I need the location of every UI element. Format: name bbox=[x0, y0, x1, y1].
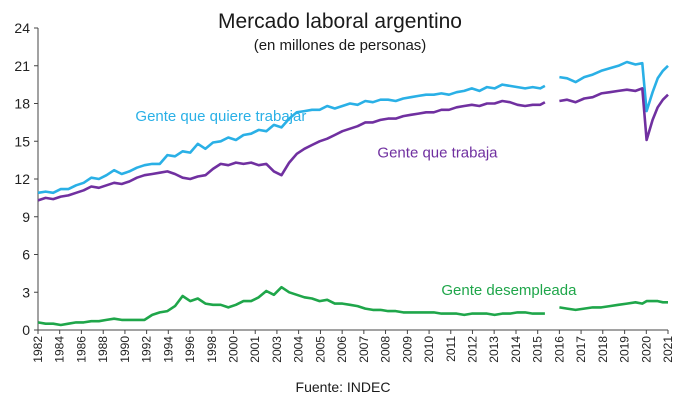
series-line bbox=[559, 87, 669, 142]
series-labels: Gente que quiere trabajar Gente que traba… bbox=[135, 108, 577, 299]
x-tick-label: 2011 bbox=[444, 336, 458, 362]
x-tick-label: 1986 bbox=[74, 336, 88, 363]
x-tick-label: 2004 bbox=[292, 336, 306, 363]
x-tick-label: 2005 bbox=[313, 336, 327, 363]
series-line bbox=[559, 60, 669, 113]
x-tick-label: 2007 bbox=[357, 336, 371, 363]
y-tick-label: 9 bbox=[22, 209, 30, 225]
series-lines bbox=[37, 60, 669, 327]
y-tick-label: 24 bbox=[14, 20, 30, 36]
series-label: Gente que trabaja bbox=[377, 145, 498, 162]
x-tick-label: 1990 bbox=[118, 336, 132, 363]
y-tick-label: 3 bbox=[22, 284, 30, 300]
y-tick-label: 0 bbox=[22, 322, 30, 338]
x-tick-label: 2013 bbox=[487, 336, 501, 363]
y-tick-label: 12 bbox=[14, 171, 30, 187]
y-tick-label: 15 bbox=[14, 133, 30, 149]
x-tick-label: 2016 bbox=[552, 336, 566, 363]
x-tick-label: 2010 bbox=[422, 336, 436, 363]
y-tick-label: 21 bbox=[14, 58, 30, 74]
x-tick-label: 2000 bbox=[227, 336, 241, 363]
x-tick-label: 1996 bbox=[183, 336, 197, 363]
x-tick-label: 2001 bbox=[248, 336, 262, 363]
x-tick-label: 2018 bbox=[596, 336, 610, 363]
x-tick-label: 2012 bbox=[465, 336, 479, 363]
series-line bbox=[37, 99, 546, 202]
chart-subtitle: (en millones de personas) bbox=[254, 37, 427, 54]
axes: 0 3 6 9 12 15 18 21 24 1982 1984 1986 1988 1990 1992 19… bbox=[14, 20, 675, 363]
series-line bbox=[37, 285, 545, 327]
y-tick-label: 6 bbox=[22, 247, 30, 263]
x-tick-label: 2003 bbox=[270, 336, 284, 363]
x-tick-label: 2014 bbox=[509, 336, 523, 363]
x-tick-label: 1984 bbox=[53, 336, 67, 363]
x-tick-label: 2020 bbox=[639, 336, 653, 363]
series-label: Gente que quiere trabajar bbox=[135, 108, 306, 125]
chart-title: Mercado laboral argentino bbox=[218, 10, 462, 33]
x-tick-label: 1992 bbox=[140, 336, 154, 363]
x-tick-label: 1998 bbox=[205, 336, 219, 363]
x-tick-label: 2015 bbox=[531, 336, 545, 363]
x-tick-label: 1988 bbox=[96, 336, 110, 363]
series-line bbox=[37, 83, 546, 195]
x-tick-label: 2019 bbox=[618, 336, 632, 363]
x-tick-label: 2021 bbox=[661, 336, 675, 363]
x-tick-label: 2009 bbox=[400, 336, 414, 363]
series-line bbox=[559, 299, 668, 312]
x-tick-label: 1982 bbox=[31, 336, 45, 363]
x-tick-label: 2017 bbox=[574, 336, 588, 363]
series-label: Gente desempleada bbox=[441, 282, 577, 299]
y-tick-label: 18 bbox=[14, 96, 30, 112]
x-tick-label: 2006 bbox=[335, 336, 349, 363]
x-tick-label: 2008 bbox=[379, 336, 393, 363]
chart-source: Fuente: INDEC bbox=[296, 379, 391, 395]
x-tick-label: 1994 bbox=[161, 336, 175, 363]
